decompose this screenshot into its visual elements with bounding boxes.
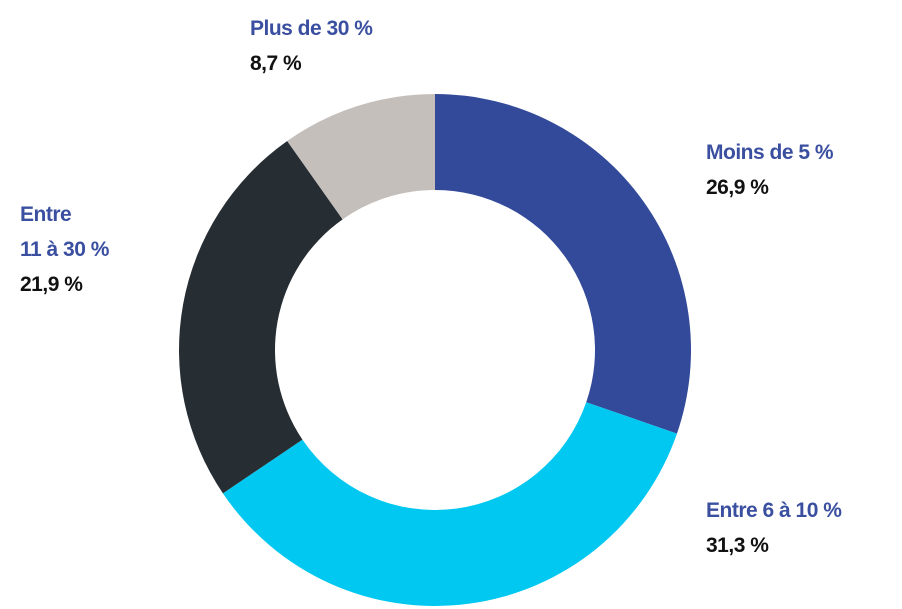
slice-label: Entre 11 à 30 % 21,9 % [20, 197, 109, 302]
donut-slice [222, 402, 677, 606]
slice-label: Entre 6 à 10 % 31,3 % [706, 493, 842, 563]
category-label: Entre 11 à 30 % [20, 203, 109, 261]
donut-slice [287, 94, 435, 220]
donut-slice [178, 140, 343, 494]
category-label: Plus de 30 % [250, 17, 373, 40]
category-label: Entre 6 à 10 % [706, 499, 842, 522]
value-label: 8,7 % [250, 52, 302, 75]
value-label: 26,9 % [706, 176, 769, 199]
category-label: Moins de 5 % [706, 141, 834, 164]
value-label: 31,3 % [706, 534, 769, 557]
donut-slice [435, 94, 691, 434]
value-label: 21,9 % [20, 273, 83, 296]
slice-label: Moins de 5 % 26,9 % [706, 135, 834, 205]
slice-label: Plus de 30 % 8,7 % [250, 11, 373, 81]
